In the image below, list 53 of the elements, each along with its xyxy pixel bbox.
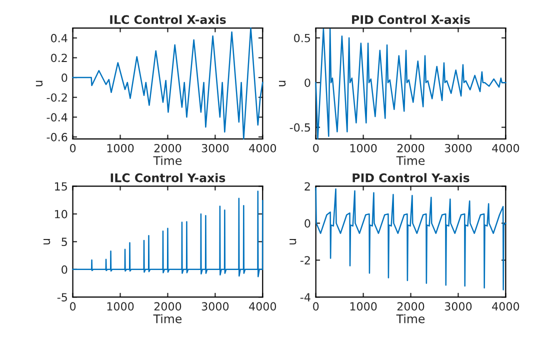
y-tick-label: -2 [300,256,310,264]
line-series [72,27,264,140]
x-tick-label: 0 [70,144,76,152]
y-tick-label: 10 [55,210,68,218]
x-tick-label: 0 [313,144,319,152]
y-tick-label: -0.5 [290,123,310,132]
y-tick-label: 0 [304,78,310,87]
y-tick-label: -0.6 [46,132,68,142]
x-tick-label: 3000 [444,302,472,311]
y-tick-label: 2 [304,182,310,190]
y-tick-label: -0.4 [46,113,68,122]
y-tick-label: 0 [304,219,310,228]
x-tick-label: 1000 [350,144,377,152]
x-tick-label: 2000 [397,302,424,311]
line-series [315,28,506,140]
x-tick-label: 4000 [492,144,520,152]
chart-title: PID Control Y-axis [352,173,470,182]
x-tick-label: 4000 [249,144,276,152]
y-tick-label: -0.2 [46,93,67,102]
line-series [72,190,264,278]
y-tick-label: 0.2 [51,54,67,62]
y-tick-label: 0 [62,74,68,82]
x-tick-label: 1000 [107,302,134,311]
chart-title: PID Control X-axis [352,14,470,24]
y-axis-title: u [36,80,43,86]
x-tick-label: 2000 [397,144,424,152]
y-axis-title: u [278,80,286,86]
y-tick-label: 0.5 [294,34,310,42]
y-tick-label: -4 [300,293,310,302]
y-axis-title: u [289,239,296,244]
x-tick-label: 0 [70,302,76,311]
y-axis-title: u [43,239,50,244]
x-tick-label: 1000 [107,144,134,152]
x-tick-label: 3000 [444,144,472,152]
x-tick-label: 3000 [202,302,229,311]
x-axis-title: Time [396,156,425,166]
y-tick-label: 0 [62,265,68,274]
x-tick-label: 3000 [202,144,229,152]
y-tick-label: 15 [55,182,67,191]
x-tick-label: 0 [313,302,319,311]
chart-title: ILC Control Y-axis [110,173,226,182]
x-tick-label: 4000 [492,302,520,311]
x-axis-title: Time [153,314,182,324]
x-tick-label: 1000 [350,302,377,311]
x-axis-title: Time [396,314,425,324]
x-tick-label: 4000 [249,302,276,311]
x-tick-label: 2000 [154,144,182,152]
x-axis-title: Time [153,156,182,166]
y-tick-label: 5 [62,238,67,246]
x-tick-label: 2000 [154,302,182,311]
y-tick-label: -5 [57,293,67,302]
chart-title: ILC Control X-axis [110,14,226,24]
y-tick-label: 0.4 [51,34,68,42]
